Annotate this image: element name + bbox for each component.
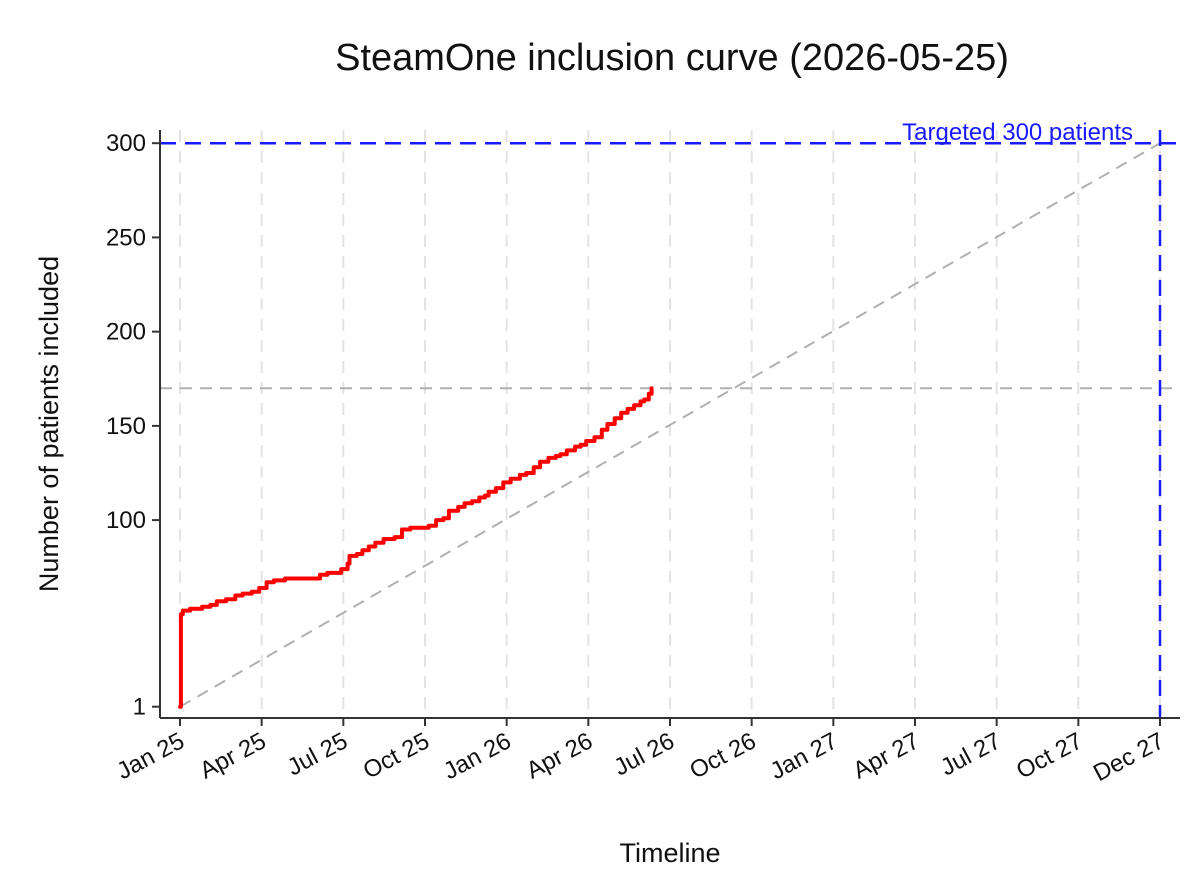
- x-tick-label: Oct 26: [685, 727, 760, 784]
- series-layer: [178, 386, 654, 709]
- y-tick-label: 250: [106, 224, 146, 251]
- x-tick-label: Apr 27: [849, 727, 924, 784]
- x-tick-label: Oct 27: [1012, 727, 1087, 784]
- x-axis-ticks: Jan 25 Apr 25 Jul 25 Oct 25 Jan 26 Apr 26 Jul …: [113, 718, 1169, 787]
- x-axis-label: Timeline: [619, 838, 720, 868]
- x-tick-label: Jul 26: [610, 727, 679, 781]
- y-tick-label: 200: [106, 319, 146, 346]
- x-tick-label: Apr 25: [195, 727, 270, 784]
- y-tick-label: 150: [106, 413, 146, 440]
- target-label: Targeted 300 patients: [902, 119, 1133, 146]
- x-tick-label: Jul 25: [283, 727, 352, 781]
- x-tick-label: Jul 27: [936, 727, 1005, 781]
- expected-rate-line: [179, 142, 1161, 708]
- x-tick-label: Jan 27: [766, 727, 842, 785]
- x-tick-label: Jan 25: [113, 727, 189, 785]
- x-tick-label: Apr 26: [522, 727, 597, 784]
- y-tick-label: 300: [106, 130, 146, 157]
- reference-lines: [160, 130, 1180, 718]
- x-tick-label: Jan 26: [439, 727, 515, 785]
- y-axis-label: Number of patients included: [34, 256, 64, 592]
- y-axis-ticks: 1 100 150 200 250 300: [106, 130, 160, 721]
- x-tick-label: Dec 27: [1089, 727, 1169, 787]
- y-tick-label: 1: [133, 694, 146, 721]
- y-tick-label: 100: [106, 507, 146, 534]
- x-tick-label: Oct 25: [359, 727, 434, 784]
- chart-title: SteamOne inclusion curve (2026-05-25): [335, 37, 1009, 79]
- inclusion-series-line: [178, 386, 654, 709]
